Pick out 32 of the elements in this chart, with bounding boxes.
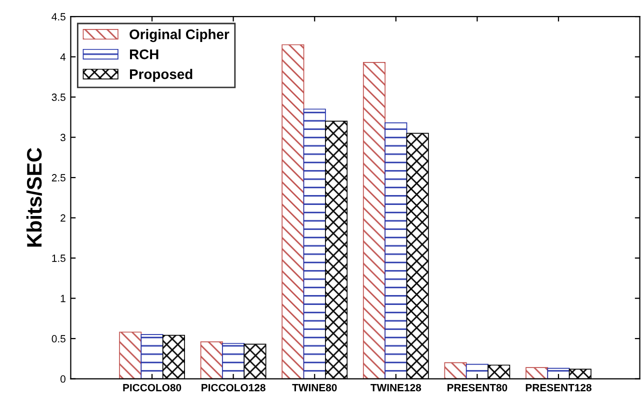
- bar: [444, 362, 467, 379]
- y-tick-label: 3: [60, 134, 66, 142]
- y-tick-label: 1: [60, 294, 66, 302]
- legend-label: Proposed: [130, 68, 192, 82]
- bar: [222, 342, 245, 379]
- x-tick-label: PICCOLO80: [123, 384, 182, 392]
- y-tick-label: 0: [60, 375, 66, 383]
- bar: [119, 332, 142, 379]
- y-tick-label: 2.5: [52, 174, 66, 182]
- legend-label: RCH: [130, 49, 158, 60]
- y-tick-label: 1.5: [52, 254, 66, 262]
- bar: [140, 334, 164, 379]
- bar: [362, 62, 386, 379]
- x-tick-label: PICCOLO128: [202, 384, 266, 392]
- y-tick-label: 3.5: [52, 94, 66, 101]
- y-tick-label: 4: [60, 53, 66, 61]
- y-tick-label: 0.5: [52, 335, 66, 342]
- bar: [303, 108, 326, 379]
- y-tick-label: 2: [60, 214, 66, 222]
- bar: [547, 368, 570, 379]
- x-tick-label: TWINE128: [370, 384, 422, 392]
- x-tick-label: TWINE80: [292, 384, 337, 392]
- bar: [282, 44, 304, 379]
- y-tick-label: 4.5: [52, 13, 66, 20]
- bar: [384, 122, 408, 379]
- bar: [200, 341, 223, 379]
- x-tick-label: PRESENT128: [526, 384, 592, 392]
- bar: [466, 364, 488, 379]
- legend-label: Original Cipher: [130, 29, 230, 42]
- y-axis-title: Kbits/SEC: [26, 148, 42, 247]
- bar: [526, 367, 548, 379]
- x-tick-label: PRESENT80: [448, 384, 508, 392]
